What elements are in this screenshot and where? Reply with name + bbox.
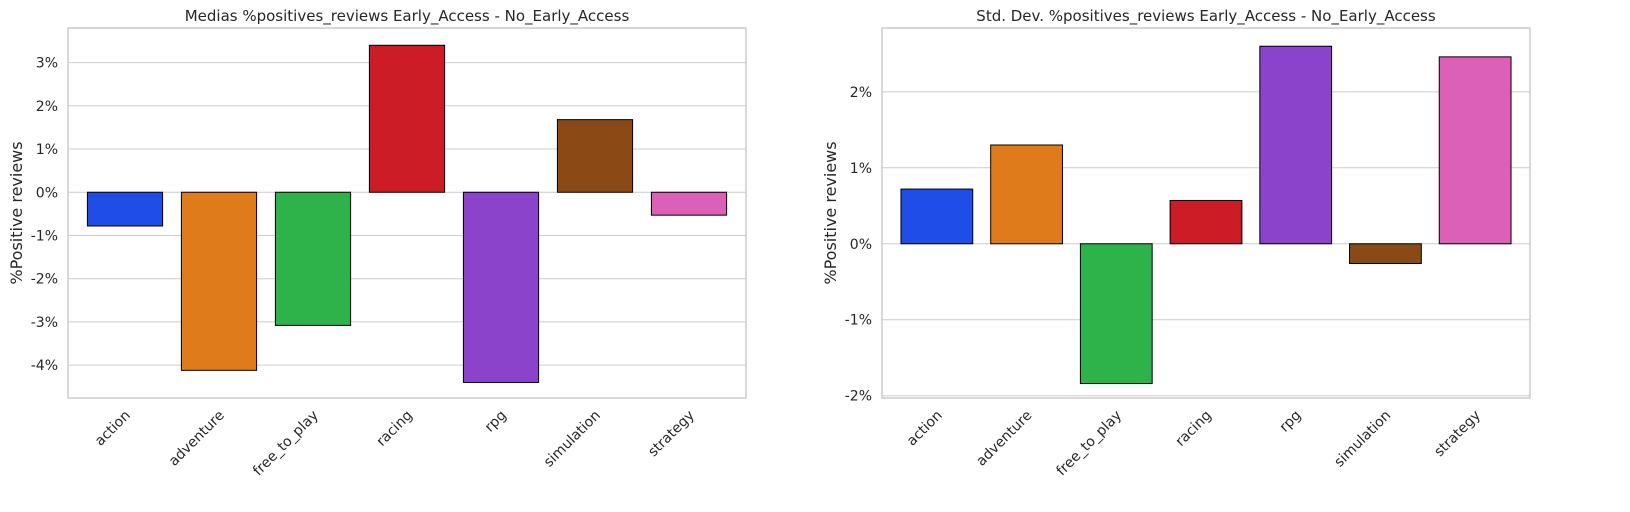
bar-simulation [556,119,634,193]
chart-panel-2: -2% -1% 0% 1% 2% action adventure free_to_play r… [821,7,1531,480]
plot-frame [881,27,1531,399]
y-tick-label: 2% [36,99,58,115]
x-tick-label: free_to_play [250,408,322,480]
chart-title: Medias %positives_reviews Early_Access -… [185,7,630,26]
x-tick-label: rpg [482,408,510,436]
x-tick-label: adventure [973,408,1035,470]
x-tick-label: simulation [541,408,604,471]
y-tick-label: 3% [36,56,58,72]
y-tick-label: -3% [31,315,58,331]
y-tick-label: -1% [845,313,872,329]
bar-racing [368,44,446,193]
x-tick-label: simulation [1331,408,1394,471]
bar-strategy [1438,56,1512,245]
y-axis-label: %Positive reviews [821,141,840,284]
bar-action [900,188,974,245]
bar-free_to_play [1079,243,1153,385]
y-tick-label: -2% [31,272,58,288]
y-tick-label: 0% [36,185,58,201]
bar-adventure [180,191,258,371]
y-axis-label: %Positive reviews [7,141,26,284]
chart-panel-1: -4% -3% -2% -1% 0% 1% 2% 3% action adventure free_… [7,7,747,480]
y-tick-label: 0% [850,237,872,253]
x-tick-label: strategy [1431,408,1484,461]
bar-racing [1169,199,1243,245]
x-tick-label: action [92,408,134,450]
x-tick-label: racing [374,408,416,450]
x-tick-label: action [904,408,946,450]
y-tick-label: 1% [850,161,872,177]
bar-simulation [1349,243,1422,265]
x-tick-label: adventure [166,408,228,470]
y-tick-label: -2% [845,389,872,405]
bar-free_to_play [274,191,352,326]
y-tick-label: 1% [36,142,58,158]
bar-action [86,191,164,227]
plot-frame [67,27,747,399]
x-tick-label: free_to_play [1053,408,1125,480]
bar-rpg [1259,45,1333,245]
y-tick-label: 2% [850,85,872,101]
bar-adventure [990,144,1063,245]
x-tick-label: strategy [645,408,698,461]
x-tick-label: racing [1173,408,1215,450]
bar-rpg [462,191,540,383]
y-tick-label: -1% [31,228,58,244]
x-tick-label: rpg [1277,408,1305,436]
chart-title: Std. Dev. %positives_reviews Early_Acces… [976,7,1436,26]
y-tick-label: -4% [31,358,58,374]
bar-strategy [650,191,728,216]
